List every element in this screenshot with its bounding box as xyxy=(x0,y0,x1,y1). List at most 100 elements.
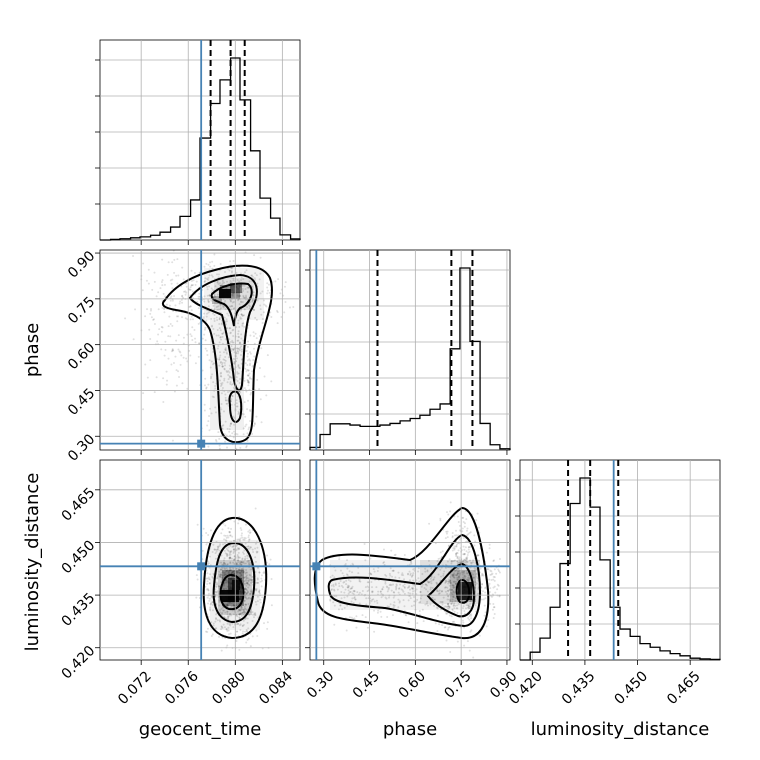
scatter-point xyxy=(450,615,453,618)
scatter-point xyxy=(497,584,500,587)
scatter-point xyxy=(495,572,498,575)
scatter-point xyxy=(468,550,471,553)
scatter-point xyxy=(448,626,451,629)
scatter-point xyxy=(169,296,172,299)
scatter-point xyxy=(255,550,258,553)
histogram-phase xyxy=(309,267,511,450)
scatter-point xyxy=(332,583,335,586)
scatter-point xyxy=(132,255,135,258)
scatter-point xyxy=(451,531,454,534)
scatter-point xyxy=(181,266,184,269)
scatter-point xyxy=(244,367,247,370)
scatter-point xyxy=(221,381,224,384)
scatter-point xyxy=(161,258,164,261)
scatter-point xyxy=(241,624,244,627)
scatter-point xyxy=(230,452,232,454)
scatter-point xyxy=(227,570,230,573)
scatter-point xyxy=(233,520,236,523)
scatter-point xyxy=(447,589,450,592)
scatter-point xyxy=(232,415,235,418)
scatter-point xyxy=(176,320,179,323)
scatter-point xyxy=(226,603,229,606)
scatter-point xyxy=(468,578,471,581)
scatter-point xyxy=(191,339,194,342)
scatter-point xyxy=(260,574,263,577)
scatter-point xyxy=(262,311,265,314)
scatter-point xyxy=(476,554,479,557)
scatter-point xyxy=(247,559,250,562)
scatter-point xyxy=(250,579,253,582)
scatter-point xyxy=(221,365,224,368)
scatter-point xyxy=(467,617,470,620)
scatter-point xyxy=(463,610,466,613)
scatter-point xyxy=(164,340,167,343)
scatter-point xyxy=(218,341,221,344)
scatter-point xyxy=(253,612,256,615)
scatter-point xyxy=(160,330,163,333)
scatter-point xyxy=(218,351,221,354)
scatter-point xyxy=(394,585,397,588)
scatter-point xyxy=(238,341,241,344)
scatter-point xyxy=(224,347,227,350)
scatter-point xyxy=(229,376,232,379)
scatter-point xyxy=(448,607,451,610)
scatter-point xyxy=(421,583,424,586)
scatter-point xyxy=(333,623,336,626)
scatter-point xyxy=(226,569,229,572)
scatter-point xyxy=(206,288,209,291)
scatter-point xyxy=(239,613,242,616)
scatter-point xyxy=(225,569,228,572)
scatter-point xyxy=(216,583,219,586)
scatter-point xyxy=(248,377,251,380)
scatter-point xyxy=(239,291,242,294)
scatter-point xyxy=(160,348,163,351)
scatter-point xyxy=(227,267,230,270)
scatter-point xyxy=(209,377,212,380)
scatter-point xyxy=(237,561,240,564)
scatter-point xyxy=(231,453,233,455)
scatter-point xyxy=(203,403,206,406)
scatter-point xyxy=(403,585,406,588)
scatter-point xyxy=(230,383,233,386)
scatter-point xyxy=(219,336,222,339)
scatter-point xyxy=(182,336,185,339)
scatter-point xyxy=(388,584,391,587)
scatter-point xyxy=(220,383,223,386)
contours-phase-vs-geocent-time xyxy=(161,264,273,444)
scatter-point xyxy=(223,557,226,560)
scatter-point xyxy=(449,599,452,602)
scatter-point xyxy=(245,423,248,426)
scatter-point xyxy=(238,568,241,571)
scatter-point xyxy=(235,570,238,573)
scatter-point xyxy=(231,339,234,342)
scatter-point xyxy=(253,613,256,616)
scatter-point xyxy=(351,585,354,588)
scatter-point xyxy=(436,630,439,633)
scatter-point xyxy=(417,567,420,570)
scatter-point xyxy=(445,639,448,642)
scatter-point xyxy=(398,600,401,603)
scatter-point xyxy=(442,572,445,575)
scatter-point xyxy=(213,548,216,551)
scatter-point xyxy=(457,570,460,573)
scatter-point xyxy=(413,600,416,603)
scatter-point xyxy=(218,570,221,573)
scatter-point xyxy=(361,589,364,592)
scatter-point xyxy=(219,573,222,576)
scatter-point xyxy=(217,431,220,434)
scatter-point xyxy=(247,579,250,582)
scatter-point xyxy=(232,292,235,295)
scatter-point xyxy=(211,275,214,278)
scatter-point xyxy=(237,563,240,566)
scatter-point xyxy=(451,573,454,576)
scatter-point xyxy=(239,609,242,612)
scatter-point xyxy=(354,598,357,601)
scatter-point xyxy=(237,339,240,342)
scatter-point xyxy=(250,274,253,277)
scatter-point xyxy=(345,583,348,586)
scatter-point xyxy=(241,632,244,635)
scatter-point xyxy=(216,548,219,551)
scatter-point xyxy=(382,586,385,589)
scatter-point xyxy=(493,613,496,616)
scatter-point xyxy=(223,305,226,308)
